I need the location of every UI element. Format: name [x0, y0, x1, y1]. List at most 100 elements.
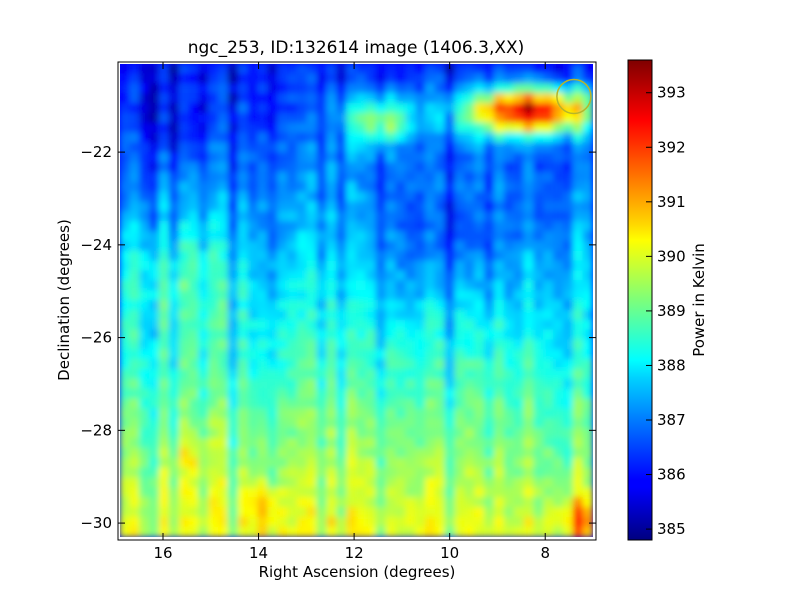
heatmap-cell [365, 211, 377, 223]
heatmap-cell [375, 221, 387, 233]
heatmap-cell [474, 487, 486, 499]
heatmap-cell [415, 497, 426, 508]
heatmap-cell [474, 497, 486, 508]
heatmap-cell [129, 329, 141, 341]
heatmap-cell [543, 132, 555, 144]
heatmap-cell [415, 73, 426, 85]
heatmap-cell [405, 93, 417, 104]
heatmap-cell [356, 201, 367, 213]
heatmap-cell [306, 506, 318, 518]
heatmap-cell [562, 102, 574, 114]
heatmap-cell [582, 181, 593, 193]
heatmap-cell [178, 240, 190, 252]
heatmap-cell [188, 152, 200, 164]
heatmap-cell [434, 319, 446, 331]
heatmap-cell [120, 506, 131, 518]
heatmap-cell [464, 240, 476, 252]
heatmap-cell [503, 300, 515, 311]
heatmap-cell [385, 457, 397, 469]
heatmap-cell [415, 83, 426, 95]
heatmap-cell [139, 250, 151, 262]
heatmap-cell [149, 191, 160, 203]
heatmap-cell [375, 201, 387, 213]
heatmap-cell [474, 437, 486, 449]
heatmap-cell [405, 73, 417, 85]
heatmap-cell [493, 398, 505, 410]
heatmap-cell [562, 221, 574, 233]
heatmap-cell [129, 102, 141, 114]
heatmap-cell [336, 516, 348, 528]
heatmap-cell [415, 122, 426, 134]
heatmap-cell [395, 506, 407, 518]
heatmap-cell [415, 162, 426, 173]
heatmap-cell [454, 112, 466, 124]
heatmap-cell [385, 112, 397, 124]
heatmap-cell [198, 368, 210, 380]
heatmap-cell [336, 408, 348, 420]
heatmap-cell [415, 201, 426, 213]
heatmap-cell [306, 467, 318, 479]
heatmap-cell [188, 309, 200, 321]
heatmap-cell [139, 329, 151, 341]
heatmap-cell [168, 142, 180, 154]
heatmap-cell [385, 526, 397, 537]
heatmap-cell [129, 112, 141, 124]
heatmap-cell [218, 437, 229, 449]
heatmap-cell [582, 191, 593, 203]
heatmap-cell [444, 83, 456, 95]
heatmap-cell [454, 388, 466, 400]
heatmap-cell [227, 477, 239, 489]
heatmap-cell [227, 221, 239, 233]
heatmap-cell [454, 260, 466, 272]
heatmap-cell [326, 211, 338, 223]
heatmap-cell [356, 211, 367, 223]
heatmap-cell [444, 201, 456, 213]
heatmap-cell [454, 280, 466, 292]
heatmap-cell [513, 339, 525, 351]
heatmap-cell [553, 309, 564, 321]
heatmap-cell [287, 162, 298, 173]
heatmap-cell [139, 112, 151, 124]
heatmap-cell [454, 526, 466, 537]
heatmap-cell [582, 240, 593, 252]
heatmap-cell [365, 497, 377, 508]
heatmap-cell [267, 339, 279, 351]
heatmap-cell [513, 142, 525, 154]
heatmap-cell [454, 231, 466, 242]
heatmap-cell [316, 112, 328, 124]
heatmap-cell [227, 497, 239, 508]
heatmap-cell [484, 201, 495, 213]
heatmap-cell [553, 270, 564, 282]
heatmap-cell [444, 447, 456, 459]
heatmap-cell [247, 250, 259, 262]
heatmap-cell [543, 64, 555, 75]
heatmap-cell [168, 398, 180, 410]
heatmap-cell [277, 191, 289, 203]
heatmap-cell [375, 270, 387, 282]
heatmap-cell [178, 64, 190, 75]
heatmap-cell [484, 368, 495, 380]
heatmap-cell [572, 73, 584, 85]
heatmap-cell [277, 162, 289, 173]
heatmap-cell [247, 280, 259, 292]
heatmap-cell [365, 83, 377, 95]
heatmap-cell [582, 231, 593, 242]
heatmap-cell [336, 93, 348, 104]
heatmap-cell [227, 73, 239, 85]
heatmap-cell [375, 526, 387, 537]
heatmap-cell [424, 418, 436, 430]
heatmap-cell [523, 457, 535, 469]
heatmap-cell [375, 487, 387, 499]
heatmap-cell [336, 83, 348, 95]
heatmap-cell [120, 477, 131, 489]
heatmap-cell [129, 300, 141, 311]
heatmap-cell [444, 506, 456, 518]
heatmap-cell [375, 467, 387, 479]
heatmap-cell [139, 487, 151, 499]
heatmap-cell [326, 526, 338, 537]
heatmap-cell [582, 329, 593, 341]
heatmap-cell [484, 240, 495, 252]
heatmap-cell [306, 102, 318, 114]
heatmap-cell [415, 368, 426, 380]
heatmap-cell [168, 359, 180, 370]
